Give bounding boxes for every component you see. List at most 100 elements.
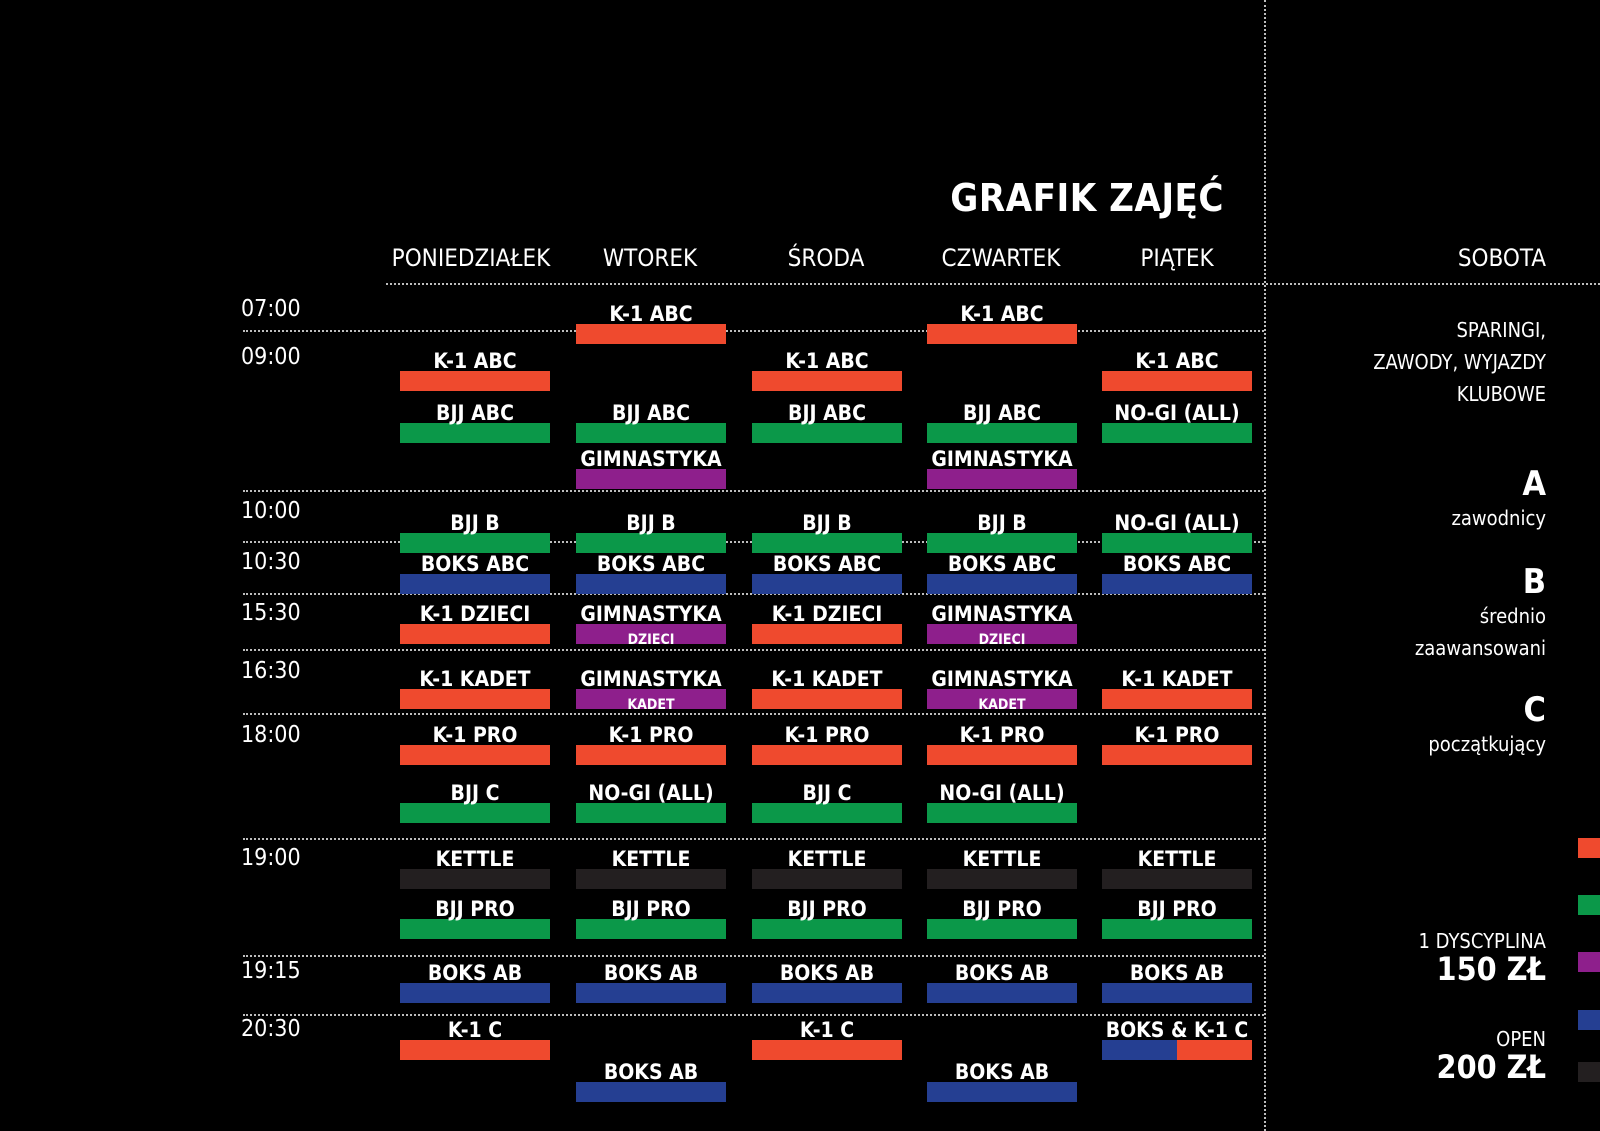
time-label: 09:00 [241,344,301,370]
class-name: NO-GI (ALL) [588,781,714,805]
class-name: BOKS ABC [420,552,530,576]
class-color-bar [400,869,550,889]
time-label: 10:30 [241,549,301,575]
class-name: K-1 C [799,1018,855,1042]
class-color-bar [1102,371,1252,391]
class-cell: NO-GI (ALL) [927,779,1077,823]
class-color-bar [752,689,902,709]
class-name: K-1 DZIECI [419,602,531,626]
class-color-bar [927,624,1077,644]
class-name: BJJ ABC [612,401,690,425]
level-a: A zawodnicy [1451,466,1546,534]
class-color-bar [400,533,550,553]
class-color-bar [927,745,1077,765]
class-name: KETTLE [435,847,515,871]
price-value: 200 ZŁ [1436,1048,1546,1086]
class-name: BJJ PRO [1137,897,1217,921]
class-name: GIMNASTYKA [580,602,722,626]
class-cell: K-1 PRO [1102,721,1252,765]
class-name: GIMNASTYKA [580,667,722,691]
legend-swatch [1578,952,1600,972]
class-cell: BOKS AB [576,959,726,1003]
class-name: KETTLE [962,847,1042,871]
time-label: 19:00 [241,845,301,871]
class-name: BJJ PRO [962,897,1042,921]
day-header-saturday: SOBOTA [1457,244,1546,272]
class-color-bar [752,803,902,823]
legend-swatch [1578,895,1600,915]
saturday-divider [1264,0,1266,1131]
price-value: 150 ZŁ [1436,950,1546,988]
class-color-bar [1102,919,1252,939]
time-label: 18:00 [241,722,301,748]
class-color-bar [1102,869,1252,889]
class-name: BJJ B [450,511,500,535]
class-color-bar [1102,574,1252,594]
class-name: BJJ C [450,781,500,805]
class-color-bar [400,574,550,594]
class-cell: BOKS ABC [752,550,902,594]
class-cell: BJJ C [752,779,902,823]
class-name: K-1 ABC [433,349,517,373]
class-cell: K-1 C [752,1016,902,1060]
class-name: BOKS AB [954,961,1050,985]
time-label: 20:30 [241,1016,301,1042]
time-label: 16:30 [241,658,301,684]
day-header: CZWARTEK [941,244,1061,272]
class-cell: GIMNASTYKA [927,445,1077,489]
class-color-bar [927,919,1077,939]
day-header: ŚRODA [787,244,865,272]
class-cell: K-1 ABC [752,347,902,391]
class-color-bar [400,371,550,391]
legend-swatch [1578,1010,1600,1030]
class-name: BOKS AB [1129,961,1225,985]
class-name: NO-GI (ALL) [939,781,1065,805]
class-color-bar [400,423,550,443]
level-description: zaawansowani [1414,636,1546,660]
class-color-bar [927,324,1077,344]
class-name: GIMNASTYKA [580,447,722,471]
class-name: K-1 DZIECI [771,602,883,626]
class-color-bar [927,469,1077,489]
class-color-bar [752,919,902,939]
class-color-bar [752,869,902,889]
class-group: DZIECI [978,632,1026,648]
class-cell: K-1 ABC [400,347,550,391]
class-cell: GIMNASTYKA DZIECI [927,600,1077,648]
class-name: K-1 KADET [419,667,531,691]
class-name: K-1 ABC [785,349,869,373]
class-cell: BJJ PRO [1102,895,1252,939]
legend-swatch [1578,838,1600,858]
level-description: zawodnicy [1451,506,1546,530]
class-name: BOKS AB [603,961,699,985]
class-color-bar [576,803,726,823]
class-color-bar [752,423,902,443]
class-cell: K-1 ABC [576,300,726,344]
class-name: GIMNASTYKA [931,667,1073,691]
class-group: KADET [978,697,1026,713]
class-cell: BJJ ABC [576,399,726,443]
class-color-bar [1102,1040,1252,1060]
class-name: K-1 ABC [609,302,693,326]
class-name: BOKS AB [779,961,875,985]
class-cell: BJJ B [576,509,726,553]
class-color-bar [927,689,1077,709]
class-color-bar [576,983,726,1003]
class-cell: GIMNASTYKA KADET [927,665,1077,713]
level-b: B średnio zaawansowani [1415,564,1546,664]
class-color-bar [1102,745,1252,765]
class-color-bar [927,983,1077,1003]
class-color-bar [576,423,726,443]
class-cell: K-1 DZIECI [400,600,550,644]
class-cell: BJJ PRO [752,895,902,939]
row-divider [243,490,1264,492]
row-divider [243,593,1264,595]
class-color-bar [400,803,550,823]
row-divider [243,955,1264,957]
class-cell: NO-GI (ALL) [1102,509,1252,553]
class-color-bar [927,869,1077,889]
class-color-bar [400,745,550,765]
class-color-bar [927,423,1077,443]
class-group: KADET [627,697,675,713]
class-color-bar [400,624,550,644]
